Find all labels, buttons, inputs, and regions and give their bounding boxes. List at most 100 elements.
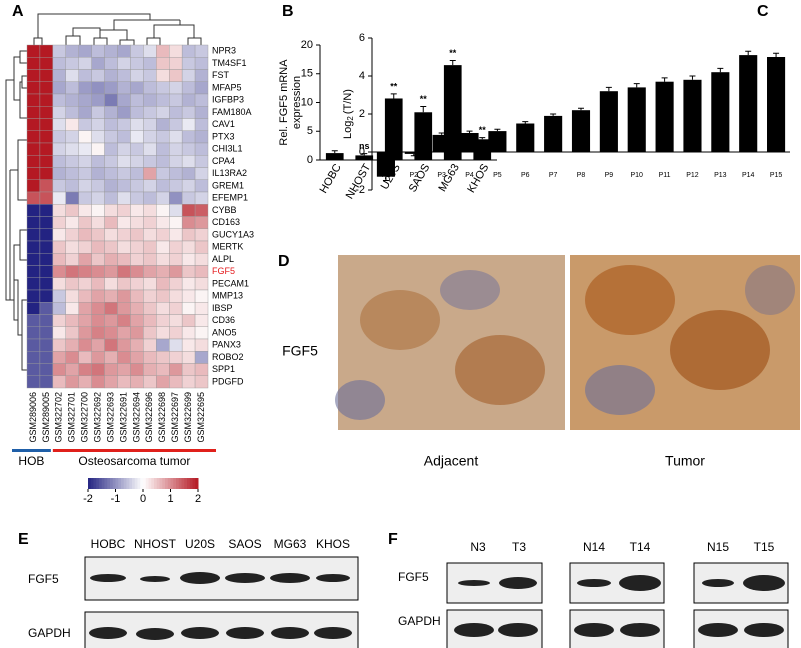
heatmap-cell — [91, 118, 105, 131]
bar — [414, 112, 433, 160]
heatmap-cell — [143, 240, 157, 254]
heatmap-cell — [104, 265, 118, 278]
heatmap-cell — [104, 363, 118, 376]
heatmap-cell — [78, 142, 92, 156]
heatmap-cell — [143, 69, 157, 82]
heatmap-cell — [39, 118, 54, 131]
heatmap-cell — [65, 326, 79, 340]
heatmap-cell — [26, 375, 41, 389]
heatmap-cell — [39, 314, 54, 327]
y-tick-label: 10 — [301, 96, 313, 108]
row-label: CYBB — [212, 205, 237, 215]
heatmap-cell — [194, 289, 209, 303]
heatmap-cell — [194, 167, 209, 180]
column-label: GSM322693 — [105, 392, 115, 443]
heatmap-cell — [156, 81, 170, 95]
colorbar-step — [96, 478, 100, 489]
panel-label: A — [12, 3, 24, 20]
colorbar-step — [156, 478, 160, 489]
row-label: PTX3 — [212, 131, 235, 141]
heatmap-cell — [194, 265, 209, 278]
x-tick-label: HOBC — [318, 162, 344, 196]
heatmap-cell — [104, 44, 118, 58]
y-tick-label: 0 — [307, 154, 313, 166]
heatmap-cell — [130, 363, 144, 376]
heatmap-cell — [181, 93, 196, 107]
error-bar — [661, 77, 668, 82]
heatmap-cell — [65, 265, 79, 278]
heatmap-cell — [104, 302, 118, 315]
heatmap-cell — [117, 216, 131, 229]
colorbar-tick-label: 1 — [167, 493, 173, 505]
heatmap-cell — [169, 106, 183, 119]
heatmap-cell — [130, 93, 144, 107]
heatmap-cell — [117, 44, 131, 58]
colorbar-step — [140, 478, 144, 489]
heatmap-cell — [117, 179, 131, 193]
colorbar-tick-label: 0 — [140, 493, 146, 505]
heatmap-cell — [78, 351, 92, 364]
row-label: CD163 — [212, 217, 240, 227]
heatmap-cell — [169, 338, 183, 352]
bar — [376, 152, 395, 177]
heatmap-cell — [52, 191, 66, 205]
heatmap-cell — [39, 240, 54, 254]
heatmap-cell — [78, 326, 92, 340]
heatmap-cell — [143, 93, 157, 107]
heatmap-cell — [78, 118, 92, 131]
column-label: GSM289006 — [28, 392, 38, 443]
heatmap-cell — [194, 130, 209, 144]
heatmap-cell — [104, 277, 118, 291]
error-bar — [420, 106, 427, 113]
heatmap-cell — [65, 106, 79, 119]
heatmap-cell — [130, 204, 144, 217]
row-label: PANX3 — [212, 340, 241, 350]
lane-label: T14 — [630, 540, 651, 554]
panel-label: C — [757, 3, 769, 20]
error-bar — [745, 50, 752, 56]
group-label: HOB — [18, 454, 44, 468]
row-label: ROBO2 — [212, 352, 244, 362]
heatmap-cell — [91, 289, 105, 303]
heatmap-cell — [181, 363, 196, 376]
heatmap-cell — [194, 204, 209, 217]
heatmap-cell — [65, 130, 79, 144]
significance-label: ** — [420, 94, 428, 104]
heatmap-cell — [169, 314, 183, 327]
y-label-part: Log — [342, 121, 354, 139]
heatmap-cell — [26, 363, 41, 376]
heatmap-cell — [91, 142, 105, 156]
heatmap-cell — [117, 253, 131, 266]
heatmap-cell — [39, 265, 54, 278]
lane-label: SAOS — [228, 537, 261, 551]
colorbar-step — [176, 478, 180, 489]
heatmap-cell — [78, 240, 92, 254]
error-bar — [331, 150, 338, 154]
heatmap-cell — [91, 326, 105, 340]
heatmap-cell — [39, 179, 54, 193]
heatmap-cell — [52, 363, 66, 376]
panel-label: D — [278, 253, 290, 270]
heatmap-cell — [156, 265, 170, 278]
heatmap-cell — [78, 253, 92, 266]
heatmap-cell — [169, 277, 183, 291]
error-bar — [361, 153, 368, 156]
row-label: FAM180A — [212, 107, 252, 117]
heatmap-cell — [156, 93, 170, 107]
lane-label: KHOS — [316, 537, 350, 551]
heatmap-cell — [39, 93, 54, 107]
colorbar-step — [118, 478, 122, 489]
x-tick-label: P11 — [659, 172, 671, 179]
image-label: Adjacent — [424, 453, 479, 469]
colorbar-step — [134, 478, 138, 489]
bar — [460, 133, 479, 152]
lane-label: T3 — [512, 540, 526, 554]
heatmap-cell — [156, 44, 170, 58]
heatmap-cell — [52, 204, 66, 217]
x-tick-label: P3 — [437, 172, 446, 179]
colorbar-step — [181, 478, 185, 489]
heatmap-cell — [78, 167, 92, 180]
heatmap-cell — [169, 363, 183, 376]
heatmap-cell — [78, 265, 92, 278]
heatmap-cell — [26, 118, 41, 131]
